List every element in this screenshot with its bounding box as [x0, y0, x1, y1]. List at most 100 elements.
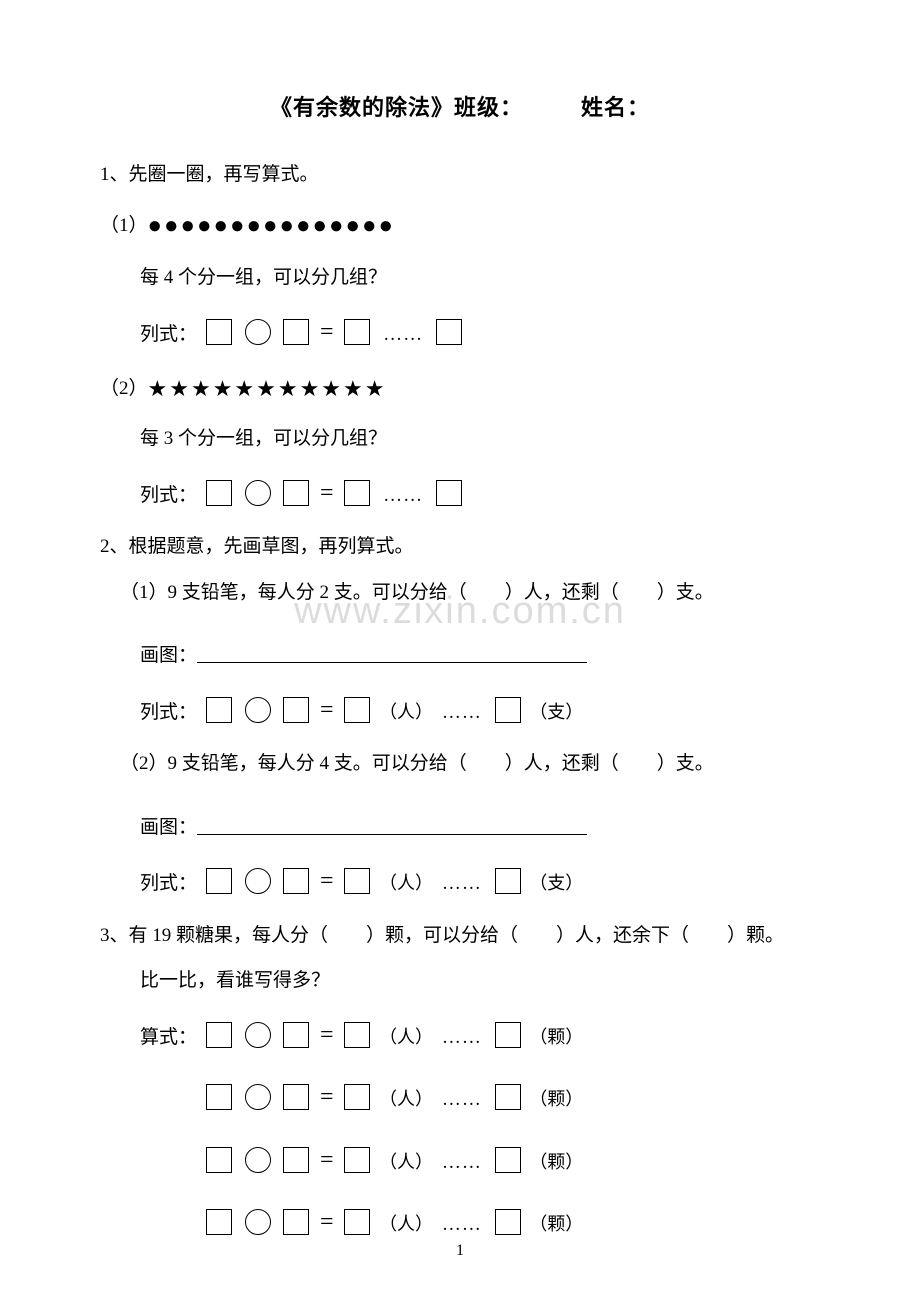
equals-sign: =	[320, 1084, 334, 1110]
draw-underline[interactable]	[197, 662, 587, 663]
unit-ke: （颗）	[529, 1152, 583, 1172]
unit-ke: （颗）	[529, 1089, 583, 1109]
blank-box[interactable]	[283, 319, 309, 345]
equals-sign: =	[320, 1147, 334, 1173]
blank-box[interactable]	[495, 1022, 521, 1048]
blank-box[interactable]	[206, 1147, 232, 1173]
blank-box[interactable]	[436, 319, 462, 345]
ellipsis-text: ……	[442, 1027, 482, 1048]
blank-box[interactable]	[283, 1147, 309, 1173]
q3-formula-2: 算式： = （人） …… （颗）	[140, 1066, 820, 1128]
q2-p1-draw: 画图：	[140, 633, 820, 679]
q1-p1-formula: 列式： = ……	[140, 301, 820, 363]
unit-people: （人）	[379, 1214, 433, 1234]
draw-label: 画图：	[140, 817, 197, 838]
ellipsis-text: ……	[442, 873, 482, 894]
formula-prefix: 列式：	[140, 873, 197, 894]
blank-box[interactable]	[344, 1209, 370, 1235]
equals-sign: =	[320, 319, 334, 345]
blank-box[interactable]	[495, 1147, 521, 1173]
blank-box[interactable]	[495, 697, 521, 723]
q2-p2-formula: 列式： = （人） …… （支）	[140, 850, 820, 912]
draw-label: 画图：	[140, 645, 197, 666]
q3-sub: 比一比，看谁写得多？	[140, 958, 820, 1004]
blank-circle[interactable]	[245, 1209, 271, 1235]
blank-box[interactable]	[206, 868, 232, 894]
unit-ke: （颗）	[529, 1027, 583, 1047]
ellipsis-text: ……	[442, 702, 482, 723]
blank-box[interactable]	[206, 319, 232, 345]
q3-formula-4: 算式： = （人） …… （颗）	[140, 1191, 820, 1253]
q1-p1-row: （1）●●●●●●●●●●●●●●●	[100, 198, 820, 256]
blank-box[interactable]	[283, 1209, 309, 1235]
blank-circle[interactable]	[245, 1147, 271, 1173]
blank-box[interactable]	[283, 1084, 309, 1110]
blank-circle[interactable]	[245, 868, 271, 894]
ellipsis-text: ……	[383, 485, 423, 506]
equals-sign: =	[320, 480, 334, 506]
q2-p1-formula: 列式： = （人） …… （支）	[140, 679, 820, 741]
equals-sign: =	[320, 697, 334, 723]
blank-box[interactable]	[495, 1209, 521, 1235]
q2-p1-text: （1）9 支铅笔，每人分 2 支。可以分给（ ）人，还剩（ ）支。	[120, 570, 820, 616]
q1-p2-formula: 列式： = ……	[140, 462, 820, 524]
blank-circle[interactable]	[245, 1022, 271, 1048]
q1-p2-prompt: 每 3 个分一组，可以分几组？	[140, 416, 820, 462]
q1-heading: 1、先圈一圈，再写算式。	[100, 152, 820, 198]
q2-p2-draw: 画图：	[140, 805, 820, 851]
blank-circle[interactable]	[245, 480, 271, 506]
blank-box[interactable]	[495, 868, 521, 894]
blank-box[interactable]	[283, 697, 309, 723]
blank-circle[interactable]	[245, 1084, 271, 1110]
unit-zhi: （支）	[529, 873, 583, 893]
blank-circle[interactable]	[245, 697, 271, 723]
q3-formula-3: 算式： = （人） …… （颗）	[140, 1129, 820, 1191]
blank-box[interactable]	[344, 480, 370, 506]
draw-underline[interactable]	[197, 834, 587, 835]
ellipsis-text: ……	[442, 1214, 482, 1235]
blank-box[interactable]	[344, 319, 370, 345]
q3-formula-1: 算式： = （人） …… （颗）	[140, 1004, 820, 1066]
blank-box[interactable]	[283, 480, 309, 506]
blank-box[interactable]	[206, 1209, 232, 1235]
ellipsis-text: ……	[442, 1152, 482, 1173]
blank-box[interactable]	[283, 1022, 309, 1048]
page-title: 《有余数的除法》班级： 姓名：	[100, 90, 820, 122]
formula-prefix: 算式：	[140, 1027, 197, 1048]
blank-box[interactable]	[495, 1084, 521, 1110]
black-stars-icon: ★★★★★★★★★★★	[148, 376, 387, 401]
unit-people: （人）	[379, 702, 433, 722]
unit-ke: （颗）	[529, 1214, 583, 1234]
unit-people: （人）	[379, 1027, 433, 1047]
blank-box[interactable]	[283, 868, 309, 894]
q2-p2-text: （2）9 支铅笔，每人分 4 支。可以分给（ ）人，还剩（ ）支。	[120, 741, 820, 787]
q1-p1-prompt: 每 4 个分一组，可以分几组？	[140, 255, 820, 301]
blank-box[interactable]	[436, 480, 462, 506]
worksheet-content: 《有余数的除法》班级： 姓名： 1、先圈一圈，再写算式。 （1）●●●●●●●●…	[100, 90, 820, 1253]
formula-prefix: 列式：	[140, 324, 197, 345]
black-dots-icon: ●●●●●●●●●●●●●●●	[148, 213, 395, 239]
ellipsis-text: ……	[442, 1089, 482, 1110]
unit-zhi: （支）	[529, 702, 583, 722]
blank-box[interactable]	[206, 697, 232, 723]
blank-box[interactable]	[344, 1084, 370, 1110]
q1-p2-label: （2）	[100, 378, 148, 399]
blank-box[interactable]	[344, 697, 370, 723]
q1-p1-label: （1）	[100, 215, 148, 236]
formula-prefix: 列式：	[140, 485, 197, 506]
blank-box[interactable]	[344, 1022, 370, 1048]
blank-box[interactable]	[206, 1084, 232, 1110]
q2-heading: 2、根据题意，先画草图，再列算式。	[100, 524, 820, 570]
q3-heading: 3、有 19 颗糖果，每人分（ ）颗，可以分给（ ）人，还余下（ ）颗。	[100, 913, 820, 959]
unit-people: （人）	[379, 873, 433, 893]
blank-circle[interactable]	[245, 319, 271, 345]
ellipsis-text: ……	[383, 324, 423, 345]
blank-box[interactable]	[344, 1147, 370, 1173]
blank-box[interactable]	[206, 1022, 232, 1048]
q1-p2-row: （2）★★★★★★★★★★★	[100, 363, 820, 416]
equals-sign: =	[320, 1022, 334, 1048]
blank-box[interactable]	[206, 480, 232, 506]
blank-box[interactable]	[344, 868, 370, 894]
equals-sign: =	[320, 1209, 334, 1235]
formula-prefix: 列式：	[140, 702, 197, 723]
